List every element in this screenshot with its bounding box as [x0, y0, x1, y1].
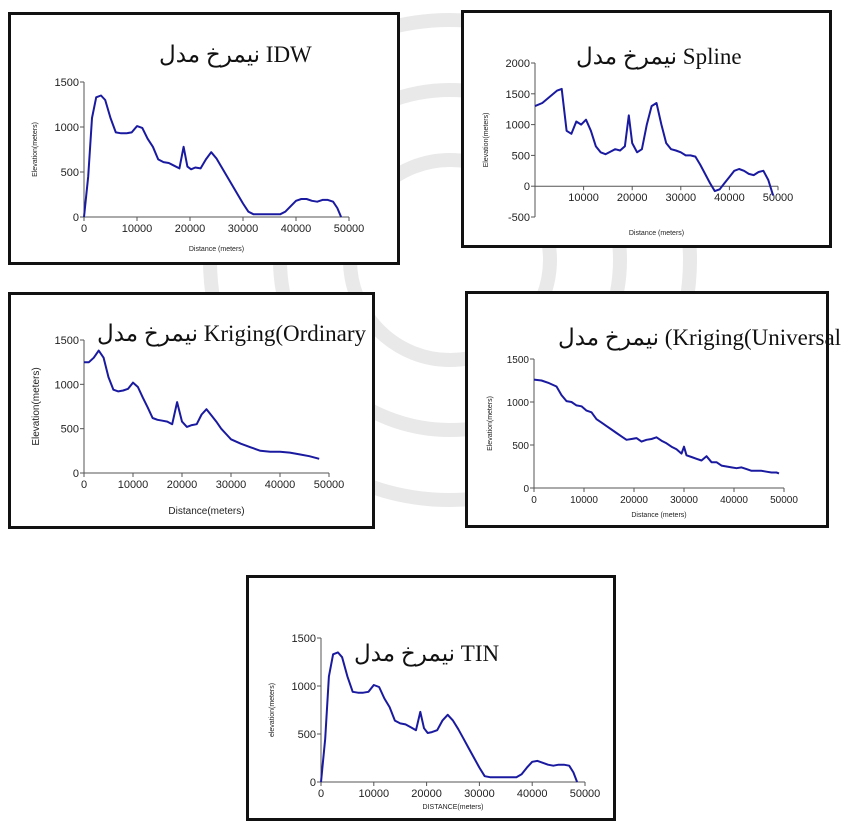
x-tick-label: 50000: [334, 223, 365, 235]
chart-tin: 0 500 1000 1500 0 10000 20000 30000 40000 50000 DI…: [269, 633, 601, 811]
x-tick-label: 10000: [568, 192, 599, 204]
x-tick-label: 20000: [617, 192, 648, 204]
y-tick-label: 500: [512, 441, 529, 452]
x-tick-label: 40000: [720, 495, 748, 506]
x-axis-label: Distance (meters): [189, 246, 244, 253]
x-tick-label: 40000: [265, 479, 296, 491]
x-axis-label: DISTANCE(meters): [423, 804, 484, 811]
chart-panel-idw: 0 500 1000 1500 0 10000 20000 30000 40000 50000 Di…: [8, 12, 400, 265]
x-tick-label: 30000: [670, 495, 698, 506]
x-tick-label: 50000: [570, 788, 601, 800]
y-tick-label: 0: [73, 212, 79, 224]
x-tick-label: 10000: [118, 479, 149, 491]
x-tick-label: 30000: [464, 788, 495, 800]
elevation-profile-line: [83, 94, 343, 218]
chart-title-spline: نیمرخ مدل Spline: [576, 44, 742, 69]
elevation-profile-line: [534, 87, 775, 196]
y-axis-label: Elevation(meters): [483, 113, 490, 168]
chart-panel-kriging-universal: 0 500 1000 1500 0 10000 20000 30000 40000 50000 Di…: [465, 291, 841, 528]
elevation-profile-line: [533, 378, 780, 475]
x-tick-label: 50000: [763, 192, 794, 204]
x-tick-label: 0: [531, 495, 537, 506]
y-tick-label: 500: [512, 150, 530, 162]
y-tick-label: 1500: [292, 633, 316, 645]
elevation-profile-line: [320, 651, 579, 783]
y-tick-label: 1500: [507, 355, 530, 366]
y-tick-label: 500: [298, 729, 316, 741]
y-tick-label: 2000: [506, 58, 530, 70]
x-tick-label: 10000: [122, 223, 153, 235]
x-tick-label: 30000: [216, 479, 247, 491]
x-tick-label: 20000: [620, 495, 648, 506]
chart-panel-kriging-ordinary: 0 500 1000 1500 0 10000 20000 30000 40000 50000 Di…: [8, 292, 375, 529]
y-tick-label: 500: [61, 167, 79, 179]
y-tick-label: 1000: [292, 681, 316, 693]
x-tick-label: 20000: [411, 788, 442, 800]
chart-title-idw: نیمرخ مدل IDW: [159, 42, 312, 67]
y-tick-label: 0: [310, 777, 316, 789]
y-tick-label: 1000: [506, 120, 530, 132]
x-tick-label: 0: [81, 223, 87, 235]
chart-panel-spline: -500 0 500 1000 1500 2000 10000 20000 30000 40000…: [461, 10, 832, 248]
y-tick-label: 1500: [55, 335, 79, 347]
y-tick-label: 0: [73, 468, 79, 480]
y-tick-label: 0: [523, 484, 529, 495]
x-tick-label: 50000: [314, 479, 345, 491]
y-axis-label: elevation(meters): [269, 683, 276, 737]
x-tick-label: 40000: [714, 192, 745, 204]
y-tick-label: 1500: [55, 77, 79, 89]
x-axis-label: Distance (meters): [629, 230, 684, 237]
x-tick-label: 0: [81, 479, 87, 491]
chart-spline: -500 0 500 1000 1500 2000 10000 20000 30000 40000…: [483, 58, 794, 237]
elevation-profile-line: [84, 349, 320, 460]
x-tick-label: 30000: [666, 192, 697, 204]
x-tick-label: 20000: [167, 479, 198, 491]
chart-kriging-ordinary: 0 500 1000 1500 0 10000 20000 30000 40000 50000 Di…: [31, 335, 345, 517]
chart-title-kriging-ordinary: نیمرخ مدل Kriging(Ordinary: [97, 321, 367, 346]
x-tick-label: 30000: [228, 223, 259, 235]
y-tick-label: 1000: [507, 398, 530, 409]
y-axis-label: Elevation(meters): [32, 122, 39, 177]
chart-title-tin: نیمرخ مدل TIN: [354, 641, 500, 666]
y-tick-label: 1000: [55, 122, 79, 134]
y-tick-label: -500: [508, 212, 530, 224]
y-tick-label: 1500: [506, 89, 530, 101]
chart-kriging-universal: 0 500 1000 1500 0 10000 20000 30000 40000 50000 Di…: [487, 355, 798, 519]
chart-title-kriging-universal: نیمرخ مدل (Kriging(Universal: [558, 325, 842, 350]
x-tick-label: 0: [318, 788, 324, 800]
y-tick-label: 1000: [55, 379, 79, 391]
x-tick-label: 10000: [570, 495, 598, 506]
x-tick-label: 40000: [281, 223, 312, 235]
x-tick-label: 10000: [359, 788, 390, 800]
y-tick-label: 0: [524, 181, 530, 193]
x-tick-label: 20000: [175, 223, 206, 235]
y-axis-label: Elevation(meters): [487, 396, 494, 451]
y-axis-label: Elevation(meters): [31, 367, 42, 445]
x-tick-label: 50000: [770, 495, 798, 506]
x-axis-label: Distance(meters): [168, 506, 244, 517]
chart-panel-tin: 0 500 1000 1500 0 10000 20000 30000 40000 50000 DI…: [246, 575, 616, 821]
chart-idw: 0 500 1000 1500 0 10000 20000 30000 40000 50000 Di…: [32, 77, 365, 253]
x-tick-label: 40000: [517, 788, 548, 800]
x-axis-label: Distance (meters): [631, 512, 686, 519]
y-tick-label: 500: [61, 424, 79, 436]
